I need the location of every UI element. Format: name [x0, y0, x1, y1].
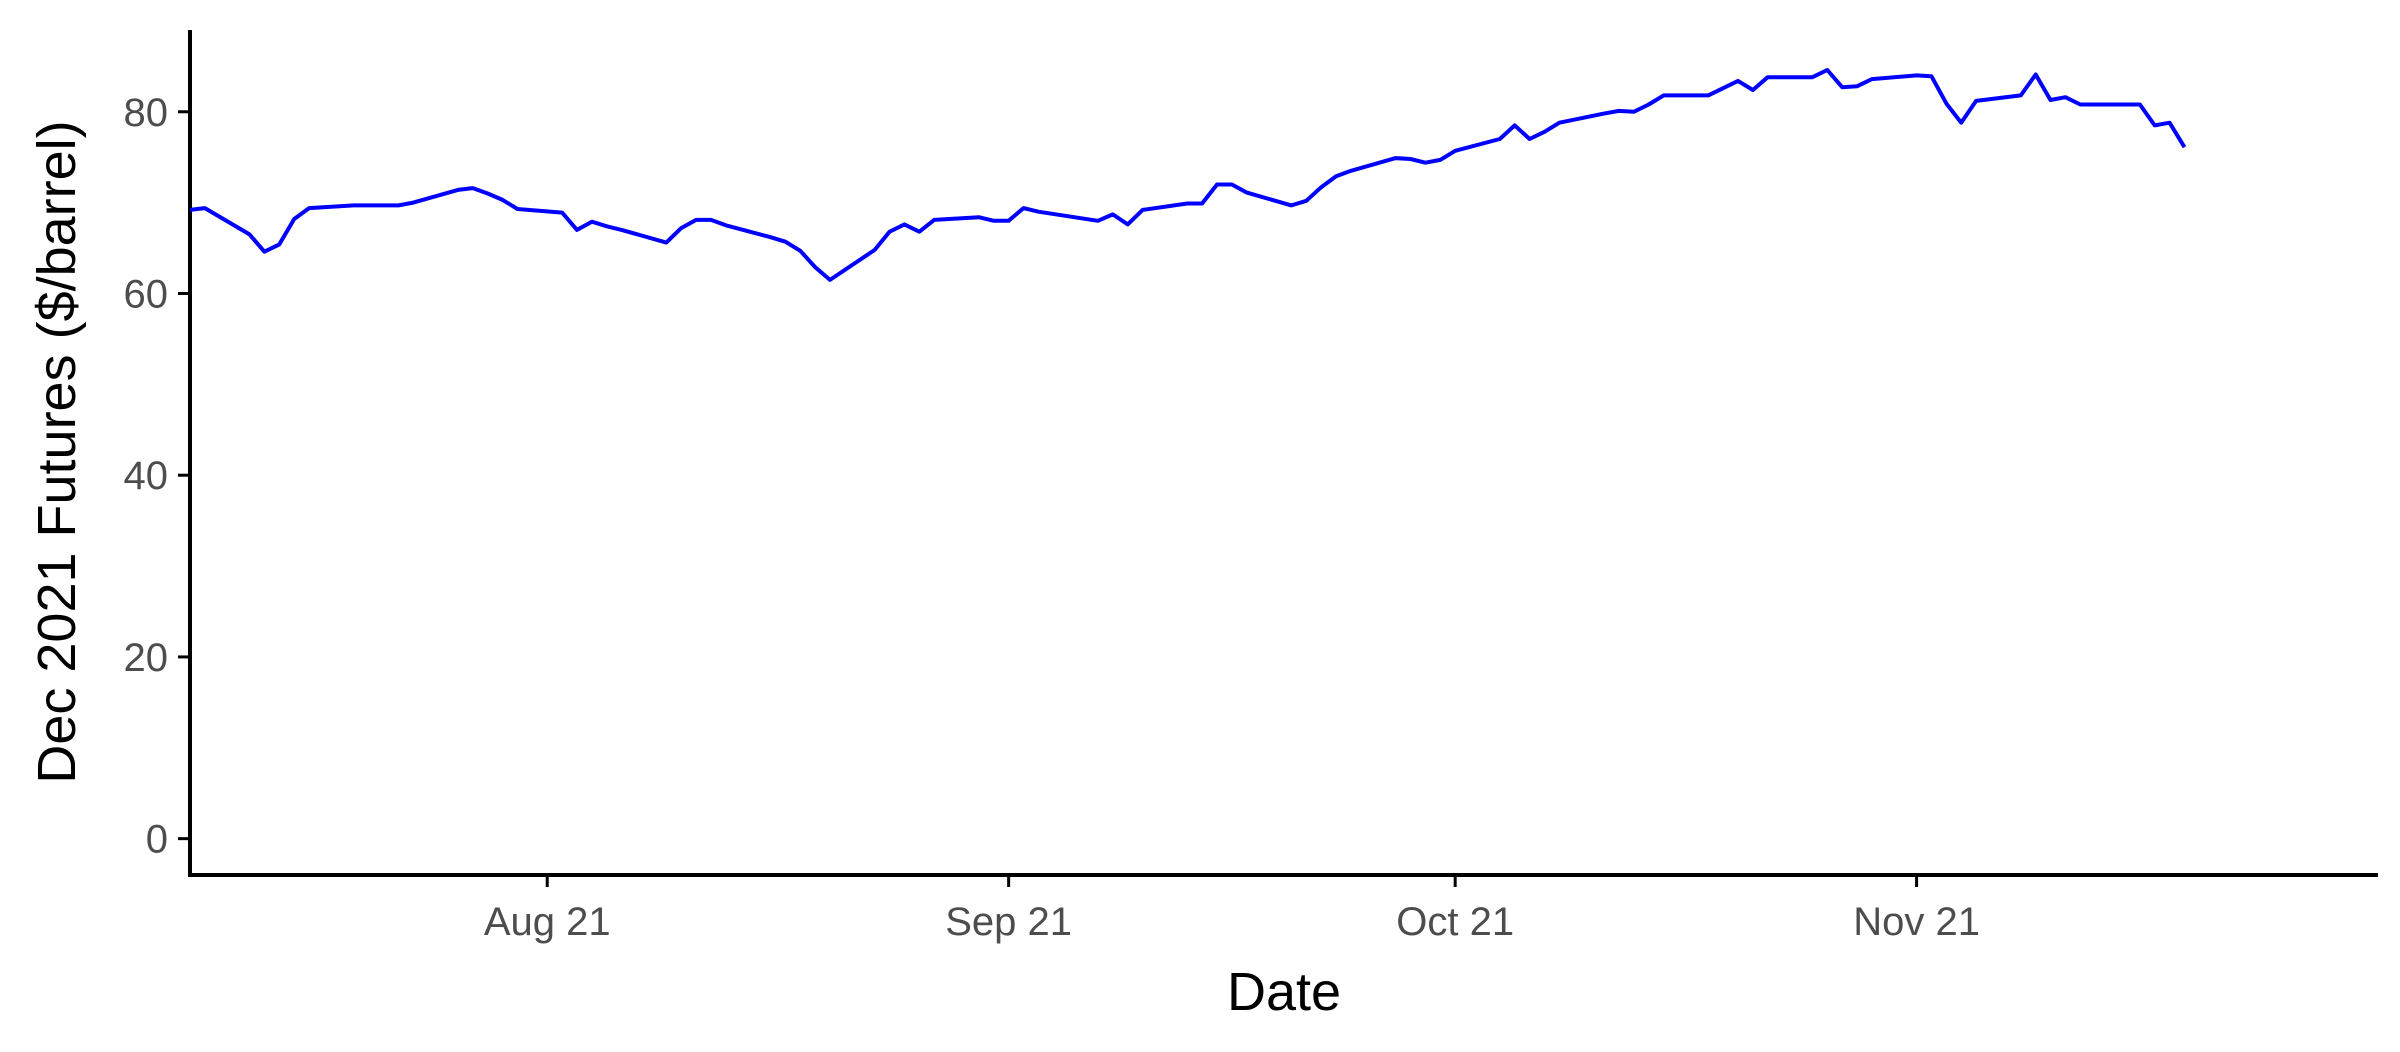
x-axis: Aug 21 Sep 21 Oct 21 Nov 21	[188, 873, 2378, 944]
x-ticks: Aug 21 Sep 21 Oct 21 Nov 21	[484, 875, 1980, 944]
x-tick-label: Nov 21	[1853, 900, 1980, 944]
y-tick-label: 20	[124, 636, 169, 680]
y-ticks: 0 20 40 60 80	[124, 91, 190, 862]
series-layer	[189, 68, 2187, 282]
y-axis: 0 20 40 60 80	[124, 30, 192, 877]
y-tick-label: 0	[146, 818, 168, 862]
y-tick-label: 40	[124, 454, 169, 498]
x-axis-title: Date	[1227, 962, 1341, 1022]
x-tick-label: Oct 21	[1396, 900, 1514, 944]
x-tick-label: Sep 21	[945, 900, 1072, 944]
y-tick-label: 60	[124, 272, 169, 316]
y-tick-label: 80	[124, 91, 169, 135]
x-tick-label: Aug 21	[484, 900, 611, 944]
series-line	[189, 68, 2187, 282]
y-axis-title: Dec 2021 Futures ($/barrel)	[27, 120, 87, 783]
